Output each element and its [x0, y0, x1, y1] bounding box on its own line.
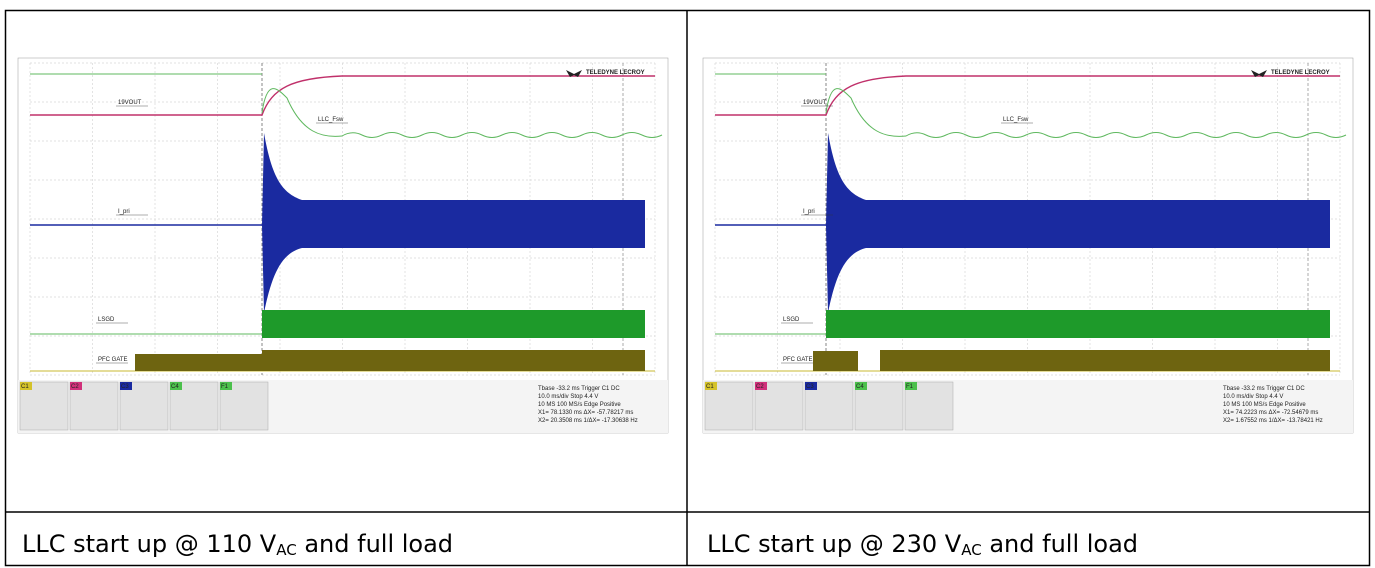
document-table: TELEDYNE LECROY 19VOUT LLC_Fsw I_pri LSGD PFC… [0, 0, 1375, 568]
channel-name: F1 [221, 384, 229, 390]
readout-line: X1= 78.1330 ms ΔX= -57.78217 ms [538, 410, 633, 416]
readout-line: 10 MS 100 MS/s Edge Positive [1223, 402, 1306, 408]
scope-screenshot: TELEDYNE LECROY 19VOUT LLC_Fsw I_pri LSGD PFC… [18, 58, 668, 433]
trace-envelope [135, 354, 262, 371]
caption: LLC start up @ 110 VAC and full load [22, 530, 453, 559]
caption-subscript: AC [276, 541, 296, 559]
channel-name: C3 [806, 384, 814, 390]
trace-label: I_pri [803, 209, 815, 215]
trace-envelope [813, 351, 858, 371]
channel-name: C2 [71, 384, 79, 390]
logo: TELEDYNE LECROY [1271, 70, 1330, 76]
caption: LLC start up @ 230 VAC and full load [707, 530, 1138, 559]
trace-label: PFC GATE [98, 357, 128, 363]
caption-text: LLC start up @ 110 V [22, 530, 277, 558]
scope-screenshot: TELEDYNE LECROY 19VOUT LLC_Fsw I_pri LSGD PFC… [703, 58, 1353, 433]
readout-line: 10.0 ms/div Stop 4.4 V [538, 394, 598, 400]
channel-name: C3 [121, 384, 129, 390]
trace-envelope [262, 350, 645, 371]
trace-label: 19VOUT [118, 100, 142, 106]
trace-label: LSGD [783, 317, 800, 323]
channel-name: C1 [706, 384, 714, 390]
trace-envelope [880, 350, 1330, 371]
readout-line: 10 MS 100 MS/s Edge Positive [538, 402, 621, 408]
readout-line: X2= 20.3508 ms 1/ΔX= -17.30638 Hz [538, 418, 638, 424]
readout-line: 10.0 ms/div Stop 4.4 V [1223, 394, 1283, 400]
logo: TELEDYNE LECROY [586, 70, 645, 76]
caption-text: LLC start up @ 230 V [707, 530, 962, 558]
channel-name: C2 [756, 384, 764, 390]
caption-subscript: AC [961, 541, 981, 559]
trace-envelope [262, 310, 645, 338]
channel-name: C1 [21, 384, 29, 390]
caption-text: and full load [297, 530, 453, 558]
trace-label: LLC_Fsw [1003, 117, 1029, 123]
caption-text: and full load [982, 530, 1138, 558]
trace-envelope [826, 310, 1330, 338]
readout-line: Tbase -33.2 ms Trigger C1 DC [538, 386, 620, 392]
readout-line: Tbase -33.2 ms Trigger C1 DC [1223, 386, 1305, 392]
trace-label: LSGD [98, 317, 115, 323]
readout-line: X1= 74.2223 ms ΔX= -72.54679 ms [1223, 410, 1318, 416]
trace-label: 19VOUT [803, 100, 827, 106]
trace-label: LLC_Fsw [318, 117, 344, 123]
channel-name: C4 [171, 384, 179, 390]
channel-name: C4 [856, 384, 864, 390]
readout-line: X2= 1.67552 ms 1/ΔX= -13.78421 Hz [1223, 418, 1323, 424]
channel-name: F1 [906, 384, 914, 390]
trace-label: I_pri [118, 209, 130, 215]
trace-label: PFC GATE [783, 357, 813, 363]
